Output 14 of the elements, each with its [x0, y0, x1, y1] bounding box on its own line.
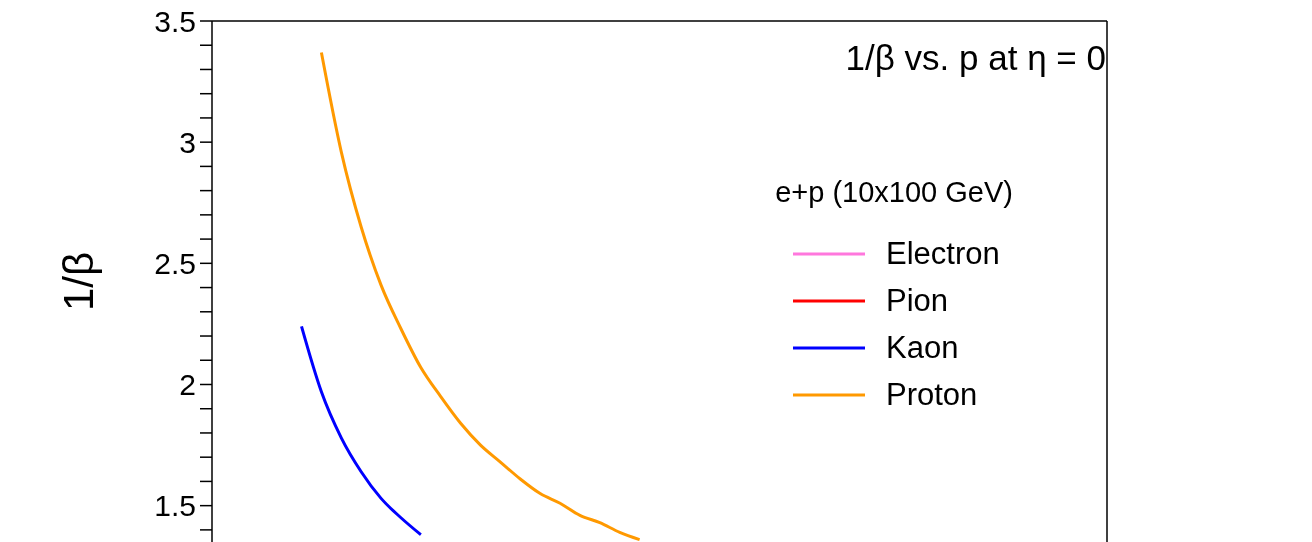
line-series [300, 324, 423, 537]
y-tick-label: 2 [179, 368, 196, 402]
legend-label: Pion [886, 282, 949, 319]
legend-label: Electron [886, 235, 1000, 272]
legend-label: Kaon [886, 329, 959, 366]
text: e+p (10x100 GeV) [775, 176, 1013, 209]
y-tick-label: 3 [179, 125, 196, 159]
y-tick-label: 2.5 [154, 246, 196, 280]
y-tick-label: 3.5 [154, 4, 196, 38]
y-axis-title: 1/β [54, 251, 102, 312]
text: 1/β vs. p at η = 0 [845, 38, 1106, 78]
y-tick-label: 1.5 [154, 489, 196, 523]
legend-label: Proton [886, 376, 978, 413]
line-series [319, 51, 642, 542]
